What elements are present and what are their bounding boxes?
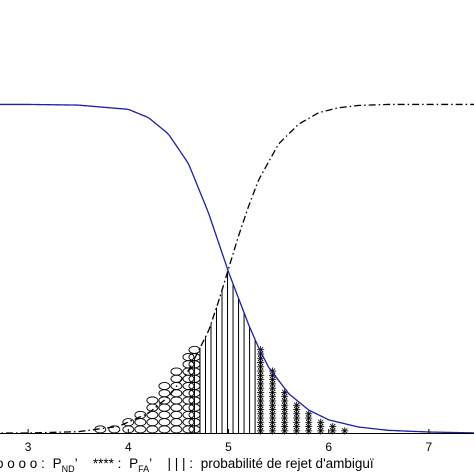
fa-star-marker	[293, 427, 301, 435]
legend-fa-main: P	[129, 456, 138, 471]
x-tick-label: 4	[125, 440, 132, 454]
x-tick-label: 7	[426, 440, 433, 454]
nd-circle-marker	[182, 353, 195, 362]
fa-star-marker	[256, 350, 265, 358]
nd-circle-marker	[134, 410, 147, 419]
nd-circle-marker	[122, 418, 135, 427]
fa-star-marker	[293, 414, 301, 422]
series-layer	[0, 103, 474, 434]
fa-star-marker	[269, 422, 277, 431]
fa-star-marker	[256, 376, 265, 384]
legend-fa-symbol: **** :	[93, 456, 122, 471]
x-tick-label: 5	[225, 440, 232, 454]
x-tick-label: 3	[25, 440, 32, 454]
svg-text:o o o o : PND’ ***: o o o o : PND’ **** : PFA’ | | | : proba…	[0, 456, 374, 474]
legend-nd-main: P	[53, 456, 62, 471]
nd-circle-marker	[188, 345, 201, 354]
region-layer	[94, 272, 349, 435]
fa-star-marker	[256, 397, 265, 405]
legend-fa-sub: FA	[138, 464, 149, 474]
legend-nd-sub: ND	[62, 464, 75, 474]
x-tick-label: 6	[325, 440, 332, 454]
tick-layer: 3 4 5 6 7	[25, 429, 433, 454]
legend-reject-text: probabilité de rejet d'ambiguï	[201, 456, 374, 471]
fa-star-marker	[317, 427, 325, 435]
fa-star-marker	[281, 393, 289, 401]
legend: o o o o : PND’ **** : PFA’ | | | : proba…	[0, 456, 374, 474]
legend-nd-symbol: o o o o :	[0, 456, 45, 471]
fa-star-marker	[305, 410, 313, 418]
axes-layer	[0, 433, 474, 434]
legend-fa-suffix: ’	[149, 456, 152, 471]
fa-star-marker	[281, 401, 289, 409]
fa-star-marker	[256, 380, 265, 388]
fa-star-marker	[269, 410, 277, 418]
nd-circle-marker	[170, 367, 183, 376]
series-solid-line	[0, 103, 474, 434]
fa-star-marker	[269, 401, 277, 409]
legend-nd-suffix: ’	[75, 456, 78, 471]
fa-star-marker	[269, 384, 277, 392]
fa-star-marker	[317, 418, 325, 426]
fa-star-marker	[293, 418, 301, 426]
fa-star-marker	[329, 422, 337, 431]
fa-star-marker	[256, 371, 265, 379]
nd-circle-marker	[158, 381, 171, 391]
nd-circle-marker	[146, 396, 159, 405]
series-dashdot-line	[0, 103, 474, 434]
fa-star-marker	[293, 401, 301, 409]
fa-star-marker	[305, 422, 313, 431]
legend-reject-symbol: | | | :	[167, 456, 193, 471]
nd-circle-marker	[108, 425, 121, 434]
